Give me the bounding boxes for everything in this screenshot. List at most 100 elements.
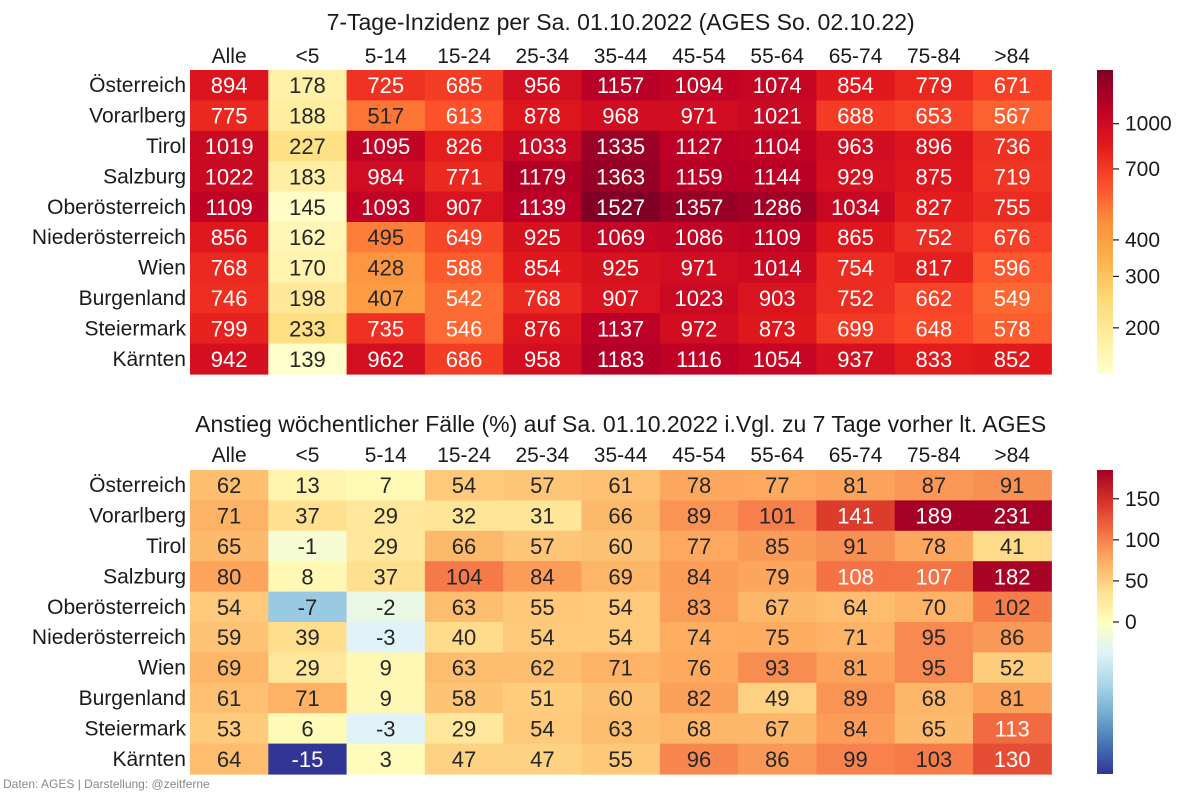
cell-value-label: 971 — [681, 256, 718, 281]
cell-value-label: 107 — [915, 564, 952, 589]
cell-value-label: 66 — [452, 534, 476, 559]
heatmap-cell — [581, 70, 661, 101]
heatmap-cell — [738, 161, 817, 193]
heatmap-cell — [346, 561, 426, 593]
cell-value-label: 907 — [446, 195, 483, 220]
heatmap-cell — [190, 191, 269, 223]
cell-value-label: 71 — [608, 656, 632, 681]
heatmap-cell — [424, 222, 504, 253]
cell-value-label: 7 — [380, 473, 392, 498]
heatmap-cell — [346, 591, 426, 623]
heatmap-cell — [738, 252, 817, 284]
column-label: Alle — [212, 444, 247, 467]
cell-value-label: 58 — [452, 686, 476, 711]
heatmap-cell — [738, 282, 817, 314]
cell-value-label: 67 — [765, 716, 789, 741]
heatmap-cell — [973, 591, 1052, 623]
cell-value-label: 1095 — [361, 134, 410, 159]
heatmap-cell — [268, 743, 348, 775]
heatmap-cell — [581, 652, 661, 684]
heatmap-cell — [659, 282, 739, 314]
cell-value-label: 77 — [687, 534, 711, 559]
heatmap-cell — [581, 500, 661, 532]
cell-value-label: 653 — [915, 104, 952, 129]
heatmap-cell — [268, 282, 348, 314]
cell-value-label: 54 — [530, 625, 554, 650]
cell-value-label: 854 — [524, 256, 561, 281]
heatmap-cell — [894, 682, 974, 714]
heatmap-cell — [973, 652, 1052, 684]
cell-value-label: 962 — [367, 347, 404, 372]
row-label: Kärnten — [112, 748, 186, 771]
heatmap-cell — [894, 161, 974, 193]
heatmap-cell — [973, 530, 1052, 562]
heatmap-cell — [503, 191, 583, 223]
heatmap-cell — [190, 343, 269, 375]
heatmap-cell — [503, 591, 583, 623]
heatmap-cell — [424, 343, 504, 375]
cell-value-label: 63 — [452, 656, 476, 681]
cell-value-label: 59 — [217, 625, 241, 650]
cell-value-label: 183 — [289, 164, 326, 189]
cell-value-label: 752 — [837, 286, 874, 311]
cell-value-label: 984 — [367, 164, 404, 189]
heatmap-cell — [973, 313, 1052, 345]
cell-value-label: 40 — [452, 625, 476, 650]
heatmap-cell — [973, 500, 1052, 532]
heatmap-cell — [581, 100, 661, 132]
cell-value-label: 688 — [837, 104, 874, 129]
heatmap-cell — [894, 282, 974, 314]
cell-value-label: 699 — [837, 316, 874, 341]
heatmap-cell — [346, 713, 426, 745]
cell-value-label: 95 — [922, 656, 946, 681]
cell-value-label: 407 — [367, 286, 404, 311]
heatmap-cell — [894, 713, 974, 745]
cell-value-label: 1094 — [674, 73, 723, 98]
cell-value-label: 754 — [837, 256, 874, 281]
heatmap-cell — [268, 100, 348, 132]
cell-value-label: 685 — [446, 73, 483, 98]
cell-value-label: 971 — [681, 104, 718, 129]
heatmap-cell — [816, 622, 896, 653]
heatmap-cell — [659, 161, 739, 193]
cell-value-label: 52 — [1000, 656, 1024, 681]
column-label: 75-84 — [907, 45, 961, 68]
cell-value-label: 71 — [217, 504, 241, 529]
heatmap-cell — [738, 530, 817, 562]
heatmap-panel-2: Anstieg wöchentlicher Fälle (%) auf Sa. … — [32, 411, 1160, 775]
heatmap-cell — [816, 682, 896, 714]
heatmap-cell — [894, 622, 974, 653]
heatmap-cell — [268, 70, 348, 101]
heatmap-cell — [346, 100, 426, 132]
heatmap-cell — [268, 470, 348, 501]
heatmap-cell — [190, 622, 269, 653]
heatmap-cell — [346, 191, 426, 223]
colorbar-tick-label: 150 — [1125, 488, 1160, 511]
cell-value-label: 1157 — [597, 73, 644, 98]
heatmap-cell — [738, 343, 817, 375]
cell-value-label: 648 — [915, 316, 952, 341]
cell-value-label: 47 — [452, 747, 476, 772]
heatmap-cell — [894, 470, 974, 501]
cell-value-label: 77 — [765, 473, 789, 498]
cell-value-label: 54 — [530, 716, 554, 741]
heatmap-cell — [268, 252, 348, 284]
heatmap-cell — [659, 222, 739, 253]
heatmap-cell — [659, 622, 739, 653]
heatmap-panel-1: 7-Tage-Inzidenz per Sa. 01.10.2022 (AGES… — [32, 9, 1172, 375]
heatmap-cell — [659, 591, 739, 623]
heatmap-cell — [894, 100, 974, 132]
row-label: Wien — [138, 257, 186, 280]
heatmap-cell — [894, 191, 974, 223]
cell-value-label: 91 — [843, 534, 867, 559]
heatmap-cell — [973, 252, 1052, 284]
cell-value-label: 596 — [994, 256, 1031, 281]
cell-value-label: 87 — [922, 473, 946, 498]
row-label: Oberösterreich — [47, 596, 186, 619]
heatmap-cell — [424, 561, 504, 593]
heatmap-cell — [581, 470, 661, 501]
heatmap-cell — [268, 222, 348, 253]
cell-value-label: 1357 — [674, 195, 723, 220]
column-label: 25-34 — [515, 444, 569, 467]
heatmap-cell — [581, 682, 661, 714]
